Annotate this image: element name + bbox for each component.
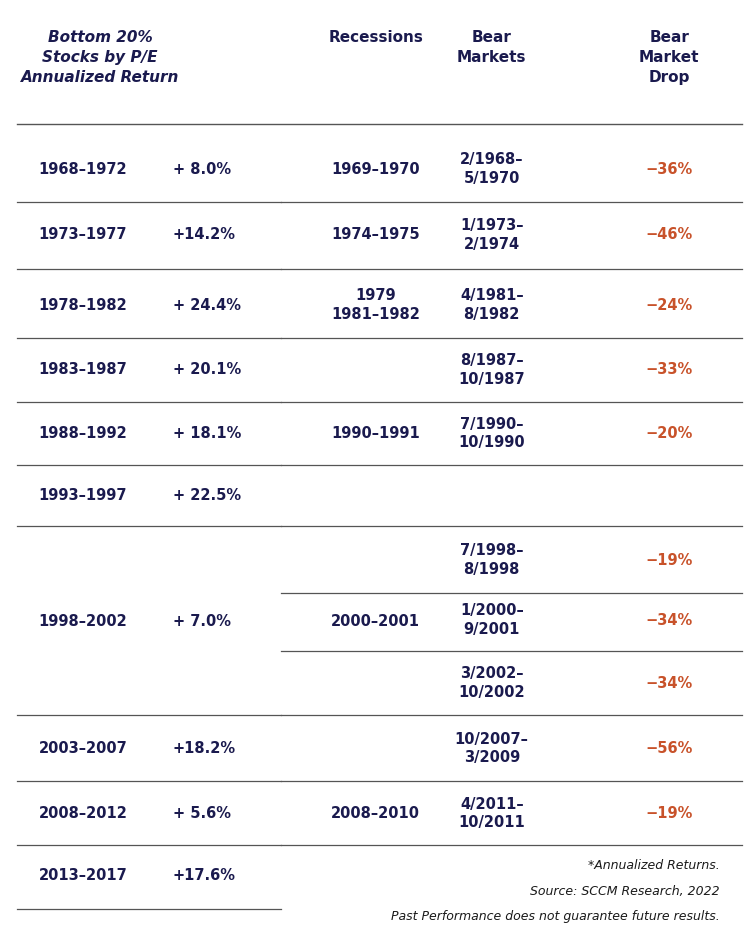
Text: 1993–1997: 1993–1997 xyxy=(39,488,127,503)
Text: 1969–1970: 1969–1970 xyxy=(331,162,420,177)
Text: + 5.6%: + 5.6% xyxy=(173,806,231,821)
Text: −33%: −33% xyxy=(646,362,693,377)
Text: +14.2%: +14.2% xyxy=(173,227,236,242)
Text: 1990–1991: 1990–1991 xyxy=(331,426,420,441)
Text: Bear
Market
Drop: Bear Market Drop xyxy=(639,30,700,85)
Text: 10/2007–
3/2009: 10/2007– 3/2009 xyxy=(455,732,529,765)
Text: 2003–2007: 2003–2007 xyxy=(39,741,128,756)
Text: + 18.1%: + 18.1% xyxy=(173,426,241,441)
Text: 1/1973–
2/1974: 1/1973– 2/1974 xyxy=(460,218,524,252)
Text: 8/1987–
10/1987: 8/1987– 10/1987 xyxy=(458,353,525,387)
Text: 1988–1992: 1988–1992 xyxy=(39,426,128,441)
Text: 4/1981–
8/1982: 4/1981– 8/1982 xyxy=(460,289,524,322)
Text: 1968–1972: 1968–1972 xyxy=(39,162,128,177)
Text: 1974–1975: 1974–1975 xyxy=(331,227,420,242)
Text: 1/2000–
9/2001: 1/2000– 9/2001 xyxy=(460,604,524,637)
Text: 1998–2002: 1998–2002 xyxy=(39,614,128,629)
Text: Past Performance does not guarantee future results.: Past Performance does not guarantee futu… xyxy=(392,910,720,923)
Text: 7/1998–
8/1998: 7/1998– 8/1998 xyxy=(460,543,524,577)
Text: −36%: −36% xyxy=(646,162,693,177)
Text: 2/1968–
5/1970: 2/1968– 5/1970 xyxy=(460,152,524,186)
Text: + 22.5%: + 22.5% xyxy=(173,488,241,503)
Text: Bottom 20%
Stocks by P/E
Annualized Return: Bottom 20% Stocks by P/E Annualized Retu… xyxy=(21,30,180,85)
Text: −56%: −56% xyxy=(645,741,693,756)
Text: 2008–2012: 2008–2012 xyxy=(39,806,128,821)
Text: −19%: −19% xyxy=(645,806,693,821)
Text: 2008–2010: 2008–2010 xyxy=(331,806,420,821)
Text: 3/2002–
10/2002: 3/2002– 10/2002 xyxy=(458,666,525,700)
Text: −24%: −24% xyxy=(646,298,693,313)
Text: + 7.0%: + 7.0% xyxy=(173,614,231,629)
Text: + 8.0%: + 8.0% xyxy=(173,162,231,177)
Text: 2013–2017: 2013–2017 xyxy=(39,867,128,883)
Text: −34%: −34% xyxy=(646,675,693,691)
Text: Bear
Markets: Bear Markets xyxy=(457,30,527,65)
Text: 1973–1977: 1973–1977 xyxy=(39,227,127,242)
Text: −20%: −20% xyxy=(645,426,693,441)
Text: 1983–1987: 1983–1987 xyxy=(39,362,128,377)
Text: −34%: −34% xyxy=(646,613,693,628)
Text: −19%: −19% xyxy=(645,552,693,568)
Text: 1979
1981–1982: 1979 1981–1982 xyxy=(331,289,420,322)
Text: *Annualized Returns.: *Annualized Returns. xyxy=(589,860,720,872)
Text: Recessions: Recessions xyxy=(328,30,423,45)
Text: +17.6%: +17.6% xyxy=(173,867,236,883)
Text: Source: SCCM Research, 2022: Source: SCCM Research, 2022 xyxy=(530,885,720,898)
Text: 2000–2001: 2000–2001 xyxy=(331,614,420,629)
Text: −46%: −46% xyxy=(646,227,693,242)
Text: 1978–1982: 1978–1982 xyxy=(39,298,128,313)
Text: +18.2%: +18.2% xyxy=(173,741,236,756)
Text: + 24.4%: + 24.4% xyxy=(173,298,241,313)
Text: 7/1990–
10/1990: 7/1990– 10/1990 xyxy=(458,417,525,450)
Text: 4/2011–
10/2011: 4/2011– 10/2011 xyxy=(458,797,525,831)
Text: + 20.1%: + 20.1% xyxy=(173,362,241,377)
